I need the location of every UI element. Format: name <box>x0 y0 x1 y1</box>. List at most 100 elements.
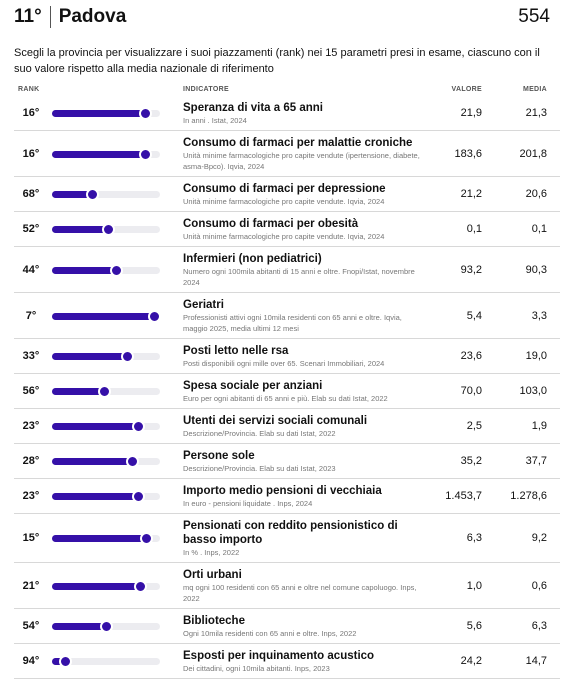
indicator-source: Numero ogni 100mila abitanti di 15 anni … <box>183 267 415 287</box>
average: 19,0 <box>525 350 547 362</box>
value: 1.453,7 <box>445 490 482 502</box>
rank-track <box>52 532 160 545</box>
rank-label: 28° <box>22 455 40 467</box>
average: 1.278,6 <box>510 490 547 502</box>
rank-track <box>52 455 160 468</box>
rank-track <box>52 309 161 323</box>
rank-bar <box>52 353 128 360</box>
indicator-source: Euro per ogni abitanti di 65 anni e più.… <box>183 394 388 403</box>
rank-bar <box>52 658 66 665</box>
table-row: 16° Speranza di vita a 65 anni In anni . I… <box>14 96 560 131</box>
rank-label: 94° <box>22 655 40 667</box>
indicator: Spesa sociale per anziani Euro per ogni a… <box>183 379 423 404</box>
table-row: 21° Orti urbani mq ogni 100 residenti con … <box>14 563 560 609</box>
indicator-source: Ogni 10mila residenti con 65 anni e oltr… <box>183 629 357 638</box>
province: Padova <box>58 6 127 27</box>
rank-label: 44° <box>22 263 40 276</box>
table-row: 15° Pensionati con reddito pensionistico … <box>14 514 560 563</box>
table-row: 23° Importo medio pensioni di vecchiaia In… <box>14 479 560 514</box>
value: 24,2 <box>460 655 482 667</box>
average: 6,3 <box>531 620 547 632</box>
rank-bar <box>52 582 140 590</box>
rank-bar <box>52 493 138 500</box>
rank-dot <box>147 309 161 323</box>
indicator: Importo medio pensioni di vecchiaia In eu… <box>183 484 423 509</box>
value: 1,0 <box>466 579 482 592</box>
indicator: Pensionati con reddito pensionistico di … <box>183 519 423 558</box>
rank-label: 33° <box>22 350 40 362</box>
indicator-source: Unità minime farmacologiche pro capite v… <box>183 197 385 206</box>
rank-dot <box>102 223 116 236</box>
indicator-title: Pensionati con reddito pensionistico di … <box>183 520 398 546</box>
table-row: 23° Utenti dei servizi sociali comunali De… <box>14 409 560 444</box>
rank-bar <box>52 110 145 117</box>
value: 70,0 <box>460 385 482 397</box>
column-header: VALORE <box>451 86 482 93</box>
rank-label: 7° <box>25 309 37 322</box>
indicator: Geriatri Professionisti attivi ogni 10mil… <box>183 298 423 334</box>
indicator-title: Speranza di vita a 65 anni <box>183 102 323 114</box>
indicator-source: Dei cittadini, ogni 10mila abitanti. Inp… <box>183 664 330 673</box>
indicator-title: Infermieri (non pediatrici) <box>183 253 322 265</box>
indicator-source: mq ogni 100 residenti con 65 anni e oltr… <box>183 583 417 603</box>
value: 183,6 <box>454 147 482 160</box>
rank-track <box>52 147 160 161</box>
rank-label: 56° <box>22 385 40 397</box>
rank-bar <box>52 312 154 320</box>
table-row: 28° Persone sole Descrizione/Provincia. El… <box>14 444 560 479</box>
rank-dot <box>85 188 99 201</box>
value: 93,2 <box>460 263 482 276</box>
average: 0,1 <box>531 223 547 235</box>
rank-dot <box>138 147 152 161</box>
rank-label: 16° <box>22 107 40 119</box>
rank-bar <box>52 423 138 430</box>
rank-track <box>52 263 160 277</box>
indicator-title: Persone sole <box>183 450 255 462</box>
indicator-title: Esposti per inquinamento acustico <box>183 650 375 662</box>
indicator-title: Biblioteche <box>183 615 245 627</box>
rank-bar <box>52 388 104 395</box>
indicator: Orti urbani mq ogni 100 residenti con 65 … <box>183 568 423 604</box>
rank-bar <box>52 191 92 198</box>
rank-label: 52° <box>22 223 40 235</box>
average: 90,3 <box>525 263 547 276</box>
indicator-source: Descrizione/Provincia. Elab su dati Ista… <box>183 464 336 473</box>
indicator: Consumo di farmaci per obesità Unità mini… <box>183 217 423 242</box>
indicator-title: Orti urbani <box>183 569 242 581</box>
indicator-title: Spesa sociale per anziani <box>183 380 323 392</box>
average: 20,6 <box>525 188 547 200</box>
rank-dot <box>110 263 124 277</box>
average: 201,8 <box>519 147 547 160</box>
average: 103,0 <box>519 385 547 397</box>
rank-bar <box>52 623 106 630</box>
rank-dot <box>139 532 153 545</box>
indicator-title: Consumo di farmaci per malattie croniche <box>183 137 413 149</box>
average: 37,7 <box>525 455 547 467</box>
indicator-source: Posti disponibili ogni mille over 65. Sc… <box>183 359 385 368</box>
indicator-title: Utenti dei servizi sociali comunali <box>183 415 368 427</box>
rank-track <box>52 107 160 120</box>
rank-dot <box>59 655 73 668</box>
intro: Scegli la provincia per visualizzare i s… <box>14 47 540 75</box>
indicator-source: Unità minime farmacologiche pro capite v… <box>183 151 420 171</box>
average: 0,6 <box>531 579 547 592</box>
value: 6,3 <box>466 532 482 544</box>
rank-track <box>52 223 160 236</box>
rank-label: 23° <box>22 490 40 502</box>
table-row: 52° Consumo di farmaci per obesità Unità m… <box>14 212 560 247</box>
rank-track <box>52 385 160 398</box>
table-row: 56° Spesa sociale per anziani Euro per ogn… <box>14 374 560 409</box>
score: 554 <box>518 6 550 27</box>
rank-dot <box>131 490 145 503</box>
indicator: Biblioteche Ogni 10mila residenti con 65 … <box>183 614 423 639</box>
indicator: Utenti dei servizi sociali comunali Descr… <box>183 414 423 439</box>
value: 5,6 <box>466 620 482 632</box>
table-row: 54° Biblioteche Ogni 10mila residenti con … <box>14 609 560 644</box>
rank-track <box>52 350 160 363</box>
indicator-title: Consumo di farmaci per depressione <box>183 183 386 195</box>
column-headers: RANK INDICATORE VALORE MEDIA <box>0 86 575 96</box>
rank-track <box>52 490 160 503</box>
indicator-source: Unità minime farmacologiche pro capite v… <box>183 232 385 241</box>
rank-label: 15° <box>22 532 40 544</box>
value: 23,6 <box>460 350 482 362</box>
